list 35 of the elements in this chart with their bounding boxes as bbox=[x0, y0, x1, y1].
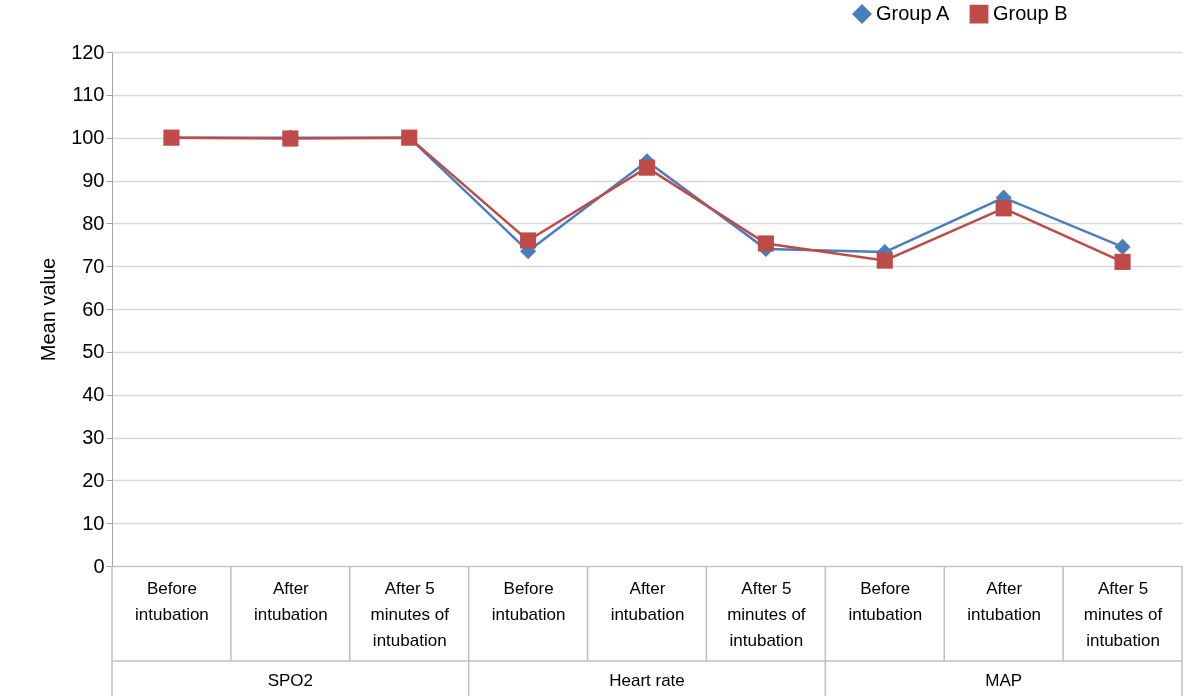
legend-label: Group B bbox=[993, 2, 1068, 25]
x-tick-label: After 5 minutes of intubation bbox=[727, 578, 806, 650]
y-tick-label: 100 bbox=[71, 126, 105, 149]
x-tick-label: Before intubation bbox=[848, 578, 923, 624]
x-tick-label: Before intubation bbox=[135, 578, 209, 624]
y-tick-label: 60 bbox=[82, 297, 105, 320]
x-tick-label: After 5 minutes of intubation bbox=[370, 578, 450, 650]
y-tick-label: 10 bbox=[82, 511, 105, 534]
point bbox=[520, 232, 537, 249]
point bbox=[757, 235, 774, 252]
y-tick-label: 110 bbox=[72, 83, 105, 106]
y-tick-label: 40 bbox=[82, 383, 105, 406]
x-tick-label: After 5 minutes of intubation bbox=[1083, 578, 1163, 650]
y-tick-label: 80 bbox=[82, 211, 105, 234]
y-tick-label: 0 bbox=[93, 554, 105, 577]
point bbox=[1114, 253, 1131, 270]
point bbox=[995, 200, 1012, 217]
point bbox=[1114, 238, 1131, 255]
x-tick-label: After intubation bbox=[610, 578, 685, 624]
point bbox=[638, 159, 656, 176]
y-axis-title: Mean value bbox=[37, 257, 60, 362]
text: SPO2 bbox=[267, 671, 314, 690]
y-tick-label: 20 bbox=[82, 468, 105, 491]
point bbox=[876, 252, 893, 269]
y-tick-label: 50 bbox=[82, 340, 105, 363]
text: Heart rate bbox=[609, 671, 685, 690]
x-tick-label: After intubation bbox=[253, 578, 328, 624]
x-tick-label: After intubation bbox=[967, 578, 1042, 624]
y-tick-label: 90 bbox=[82, 169, 105, 191]
y-tick-label: 30 bbox=[82, 426, 105, 448]
y-tick-label: 70 bbox=[82, 254, 105, 277]
legend-label: Group A bbox=[876, 2, 951, 25]
text: MAP bbox=[985, 671, 1023, 690]
x-tick-label: Before intubation bbox=[491, 578, 566, 624]
y-tick-label: 120 bbox=[71, 40, 105, 63]
